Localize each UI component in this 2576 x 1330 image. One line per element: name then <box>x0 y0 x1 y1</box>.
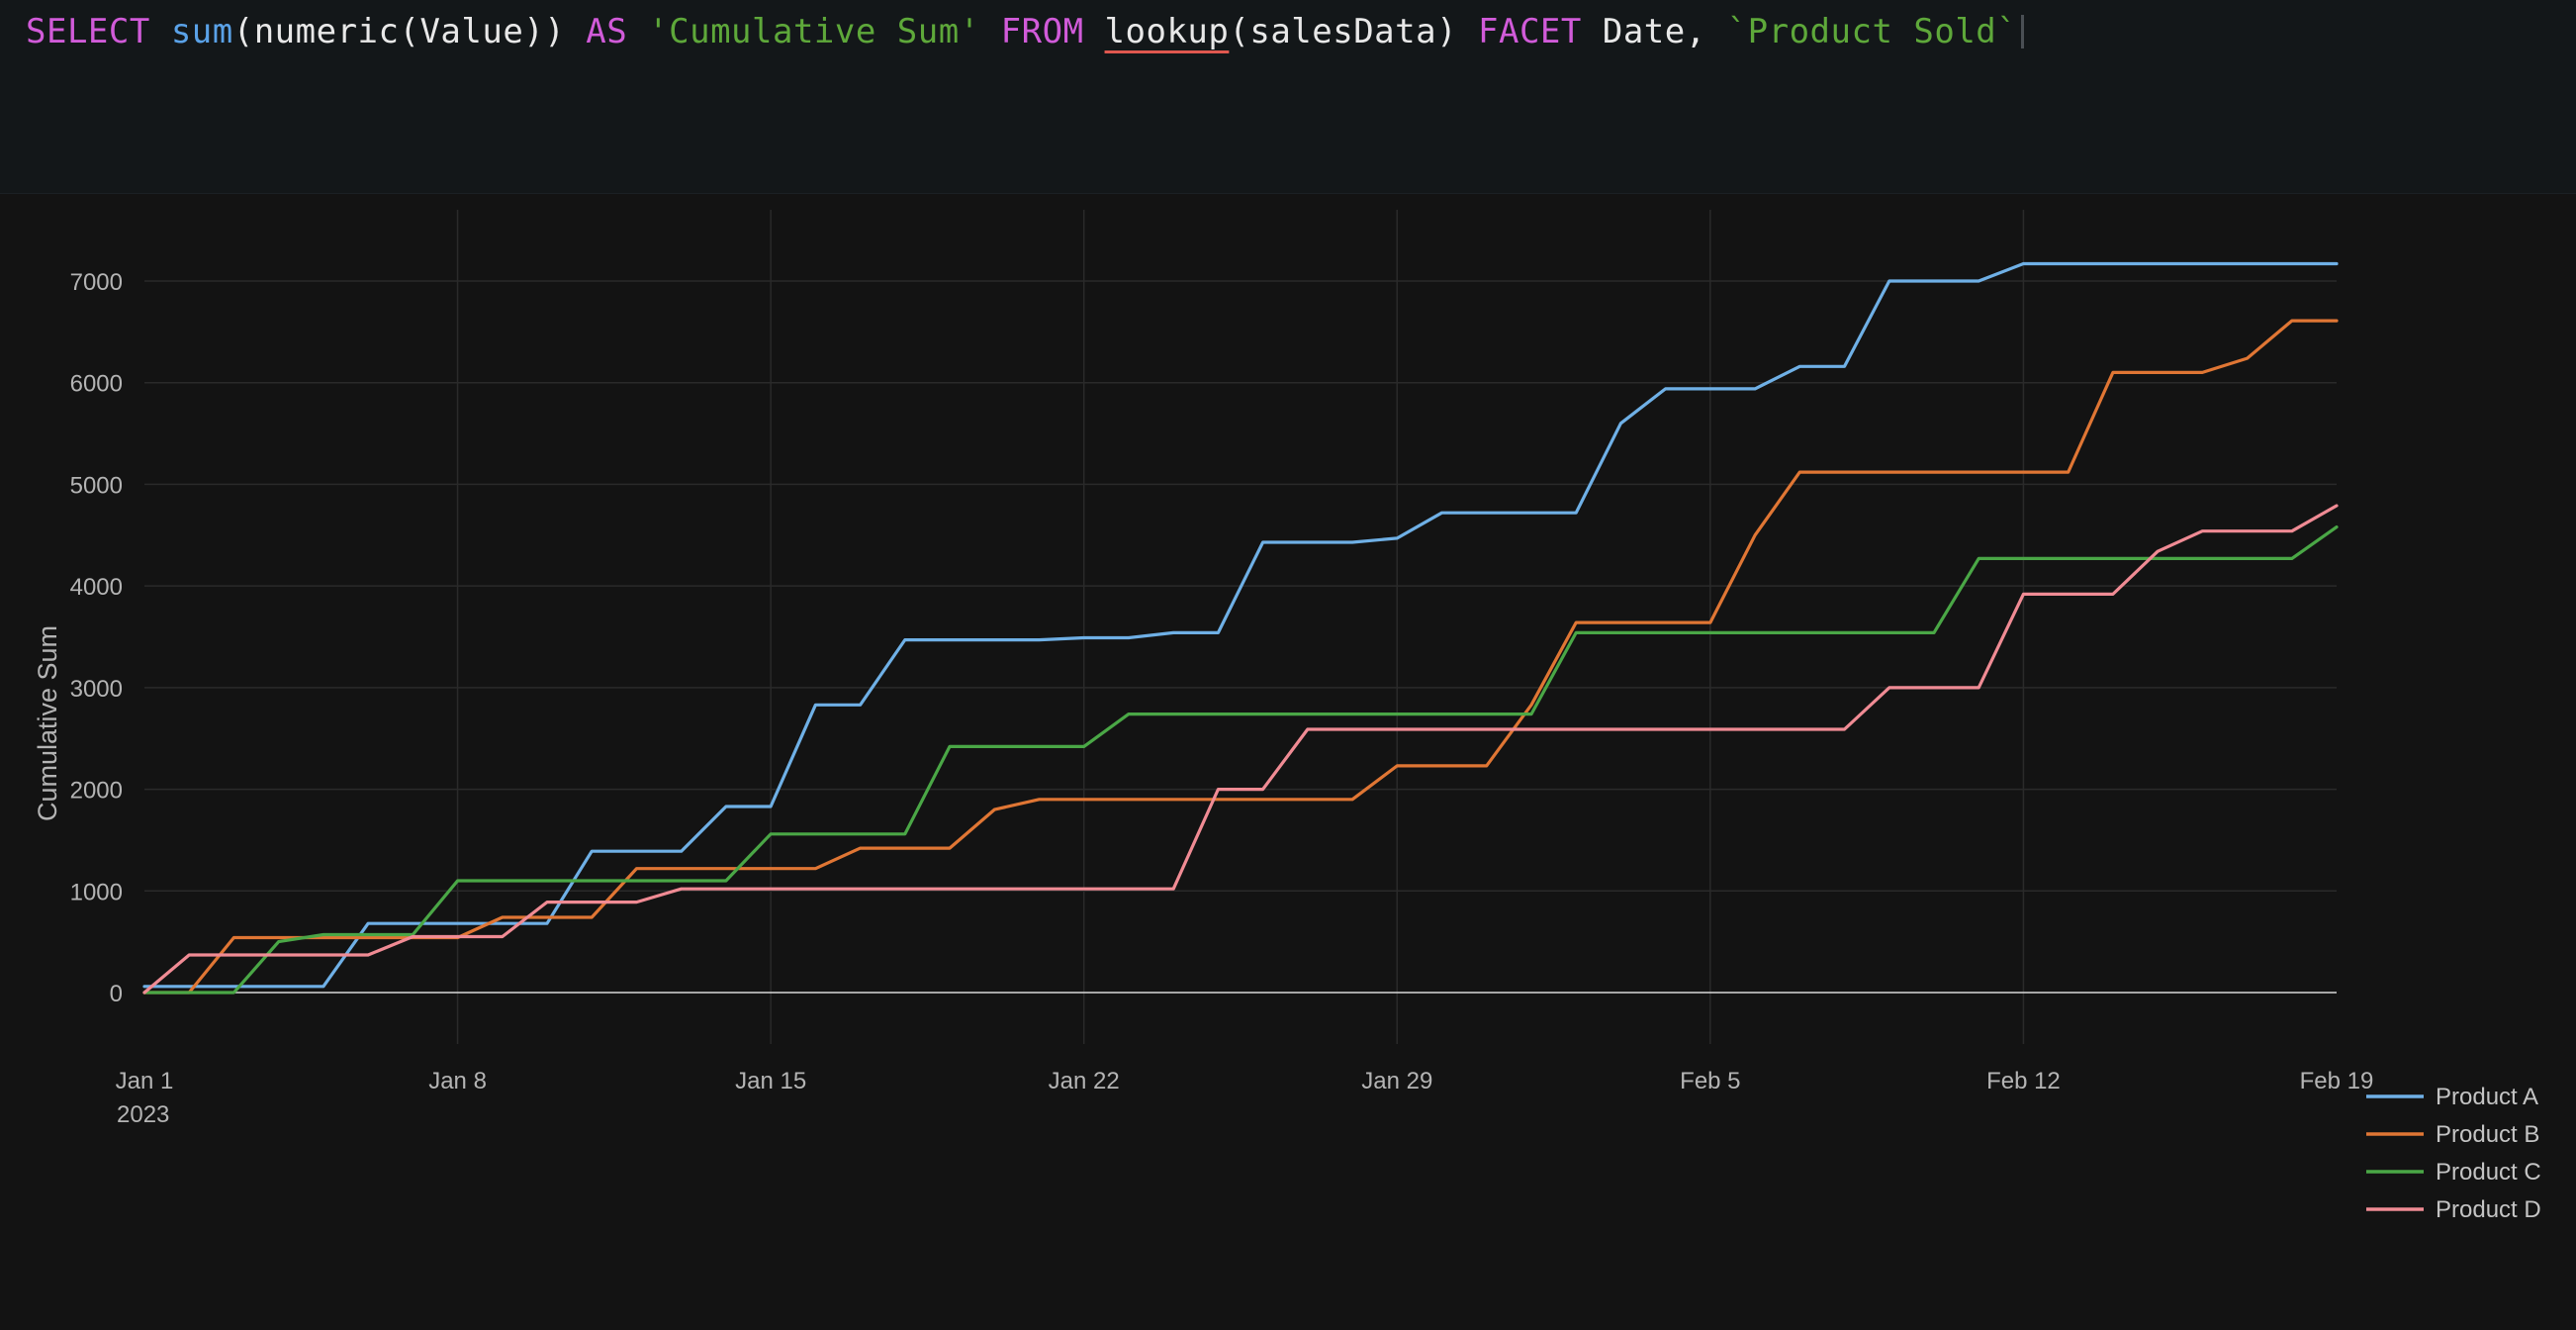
query-token: `Product Sold` <box>1726 12 2018 51</box>
legend-item[interactable]: Product C <box>2366 1159 2541 1186</box>
x-tick-label: Jan 8 <box>428 1068 487 1094</box>
legend-item[interactable]: Product B <box>2366 1121 2539 1148</box>
query-token: AS <box>586 12 628 51</box>
query-token: FACET <box>1478 12 1582 51</box>
y-tick-label: 4000 <box>70 574 123 601</box>
query-token <box>980 12 1001 51</box>
query-token: 'Cumulative Sum' <box>648 12 980 51</box>
x-tick-label: Jan 29 <box>1361 1068 1432 1094</box>
y-tick-label: 5000 <box>70 472 123 499</box>
y-axis-tick-labels: 0 1000 2000 3000 4000 5000 6000 7000 <box>70 269 123 1007</box>
y-tick-label: 7000 <box>70 269 123 296</box>
legend-label: Product C <box>2436 1159 2541 1186</box>
chart-series <box>142 261 2339 995</box>
legend-item[interactable]: Product A <box>2366 1084 2538 1110</box>
query-token: Date, <box>1581 12 1727 51</box>
legend-label: Product B <box>2436 1121 2539 1148</box>
x-axis-tick-labels: Jan 1 Jan 8 Jan 15 Jan 22 Jan 29 Feb 5 Feb 12 F… <box>116 1068 2374 1128</box>
y-tick-label: 2000 <box>70 778 123 805</box>
y-tick-label: 0 <box>110 981 123 1007</box>
series-line-product-b <box>142 319 2339 995</box>
x-tick-label: Feb 19 <box>2300 1068 2374 1094</box>
x-tick-label: Jan 1 <box>116 1068 174 1094</box>
x-tick-label: Jan 22 <box>1049 1068 1120 1094</box>
y-axis-label: Cumulative Sum <box>33 625 62 821</box>
y-tick-label: 6000 <box>70 371 123 398</box>
query-editor[interactable]: SELECT sum(numeric(Value)) AS 'Cumulativ… <box>0 0 2576 194</box>
x-tick-label: Feb 12 <box>1986 1068 2061 1094</box>
query-text[interactable]: SELECT sum(numeric(Value)) AS 'Cumulativ… <box>26 8 2025 55</box>
series-line-product-d <box>142 504 2339 995</box>
query-token: (salesData) <box>1229 12 1479 51</box>
legend-item[interactable]: Product D <box>2366 1196 2541 1223</box>
query-token: sum <box>170 12 233 51</box>
query-token <box>627 12 648 51</box>
x-tick-label: Jan 15 <box>735 1068 806 1094</box>
cumulative-sum-line-chart: 0 1000 2000 3000 4000 5000 6000 7000 Jan 1 Jan 8… <box>33 210 2541 1223</box>
series-line-product-c <box>142 525 2339 995</box>
chart-gridlines <box>144 210 2337 1044</box>
query-token: lookup <box>1104 12 1230 51</box>
query-token: (numeric(Value)) <box>232 12 587 51</box>
query-token: FROM <box>1000 12 1084 51</box>
y-tick-label: 1000 <box>70 879 123 905</box>
legend-label: Product D <box>2436 1196 2541 1223</box>
series-line-product-a <box>142 261 2339 989</box>
chart-legend[interactable]: Product A Product B Product C Product D <box>2366 1084 2541 1223</box>
query-token: SELECT <box>26 12 150 51</box>
query-token <box>150 12 171 51</box>
query-token <box>1084 12 1105 51</box>
text-cursor <box>2021 15 2025 48</box>
x-tick-year-label: 2023 <box>117 1101 169 1128</box>
x-tick-label: Feb 5 <box>1680 1068 1740 1094</box>
legend-label: Product A <box>2436 1084 2538 1110</box>
y-tick-label: 3000 <box>70 676 123 703</box>
